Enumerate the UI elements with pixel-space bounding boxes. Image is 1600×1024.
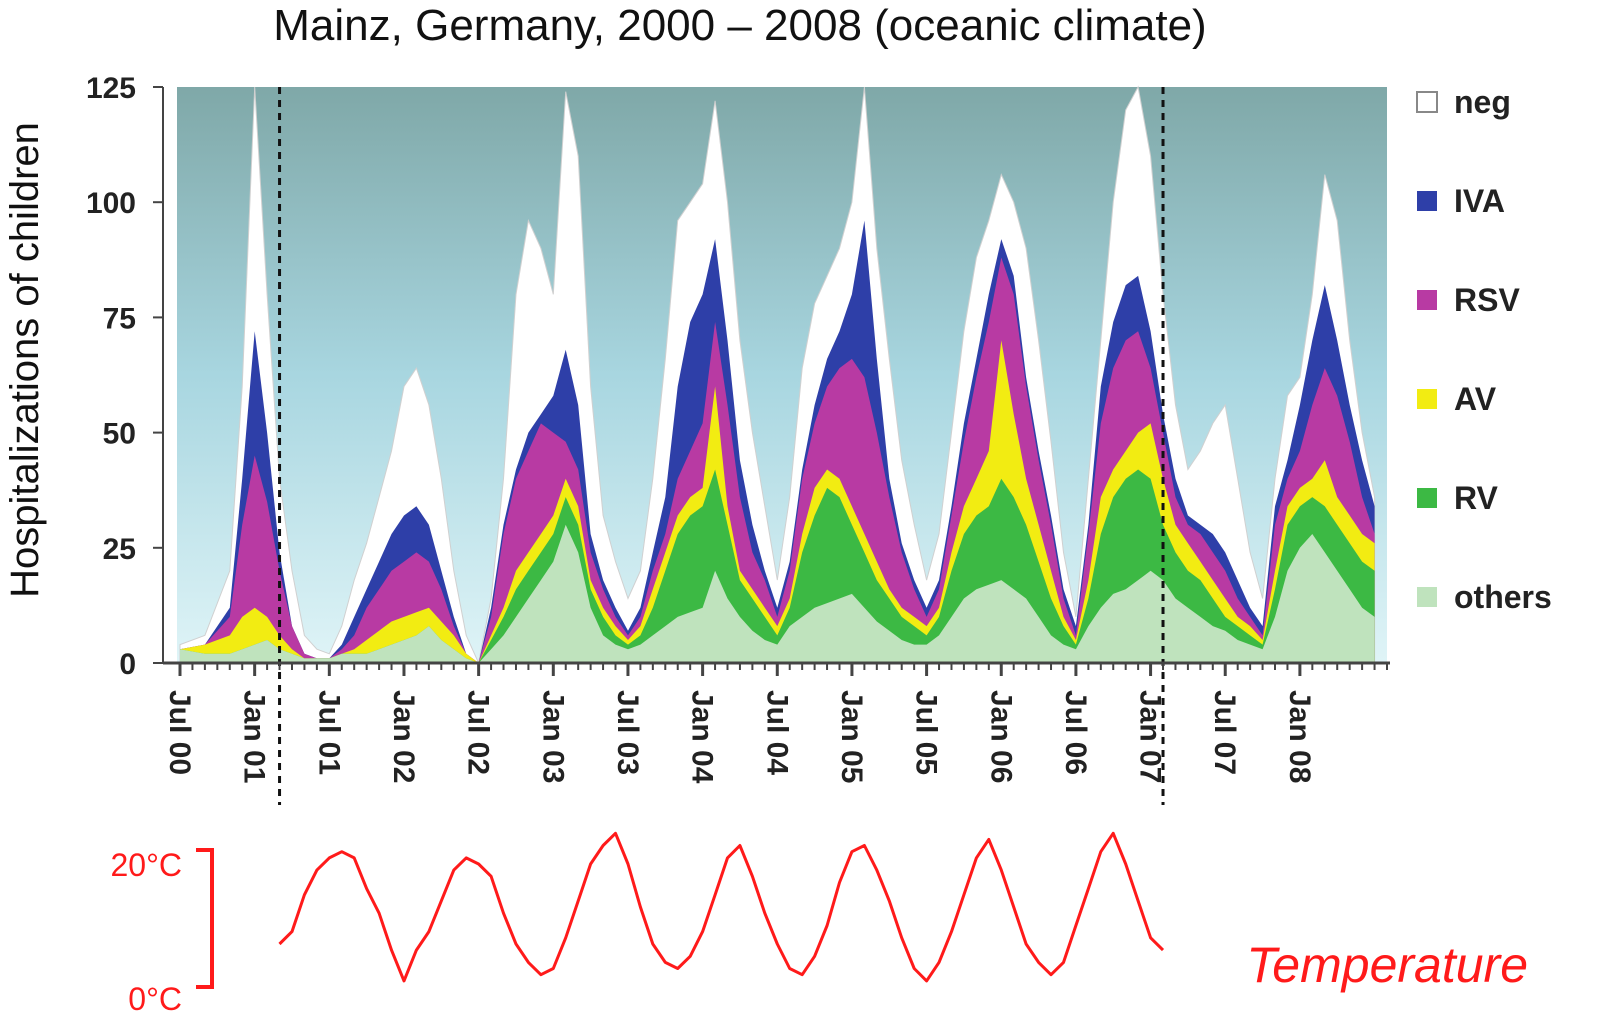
- legend-swatch-neg: [1416, 91, 1438, 113]
- legend-label-av: AV: [1454, 381, 1497, 417]
- x-tick-label: Jul 05: [910, 690, 943, 775]
- x-tick-label: Jul 04: [760, 690, 793, 775]
- area-rv: [180, 469, 1375, 663]
- legend: neg IVA RSV AV RV others: [1416, 84, 1552, 615]
- x-tick-label: Jan 05: [835, 690, 868, 783]
- legend-label-rsv: RSV: [1454, 282, 1520, 318]
- legend-swatch-iva: [1417, 191, 1437, 211]
- legend-label-neg: neg: [1454, 84, 1511, 120]
- legend-swatch-others: [1417, 587, 1437, 607]
- legend-swatch-av: [1417, 389, 1437, 409]
- y-tick-label: 25: [103, 533, 136, 566]
- x-tick-label: Jan 07: [1134, 690, 1167, 783]
- legend-label-others: others: [1454, 579, 1552, 615]
- temperature-line: [278, 831, 1165, 983]
- area-others: [180, 524, 1375, 663]
- legend-swatch-rv: [1417, 488, 1437, 508]
- stacked-areas: [179, 85, 1376, 665]
- x-tick-label: Jan 06: [984, 690, 1017, 783]
- axes: [162, 87, 1390, 676]
- x-tick-label: Jan 02: [387, 690, 420, 783]
- x-tick-label: Jan 03: [536, 690, 569, 783]
- x-tick-label: Jan 08: [1283, 690, 1316, 783]
- legend-label-iva: IVA: [1454, 183, 1505, 219]
- chart-title: Mainz, Germany, 2000 – 2008 (oceanic cli…: [273, 1, 1206, 50]
- x-tick-label: Jan 01: [238, 690, 271, 783]
- x-tick-label: Jul 02: [462, 690, 495, 775]
- x-tick-labels: Jul 00 Jan 01 Jul 01 Jan 02 Jul 02 Jan 03 Jul …: [163, 690, 1316, 784]
- y-axis-label: Hospitalizations of children: [3, 122, 47, 598]
- y-tick-label: 50: [103, 418, 136, 451]
- temperature-20c-label: 20°C: [111, 847, 183, 883]
- legend-swatch-rsv: [1417, 290, 1437, 310]
- x-tick-label: Jul 07: [1208, 690, 1241, 775]
- vertical-marker-lines: [278, 87, 1165, 805]
- temperature-0c-label: 0°C: [128, 981, 182, 1017]
- temperature-bracket: [196, 848, 214, 989]
- y-tick-label: 100: [86, 187, 136, 220]
- y-tick-label: 125: [86, 72, 136, 105]
- x-tick-label: Jan 04: [686, 690, 719, 784]
- y-tick-label: 0: [119, 648, 136, 681]
- x-tick-label: Jul 03: [611, 690, 644, 775]
- x-tick-label: Jul 01: [312, 690, 345, 775]
- y-tick-label: 75: [103, 302, 136, 335]
- temperature-panel: 20°C 0°C Temperature: [111, 831, 1528, 1017]
- y-tick-labels: 0 25 50 75 100 125: [86, 72, 163, 681]
- x-tick-label: Jul 00: [163, 690, 196, 775]
- legend-label-rv: RV: [1454, 480, 1499, 516]
- temperature-label: Temperature: [1246, 937, 1528, 993]
- x-tick-label: Jul 06: [1059, 690, 1092, 775]
